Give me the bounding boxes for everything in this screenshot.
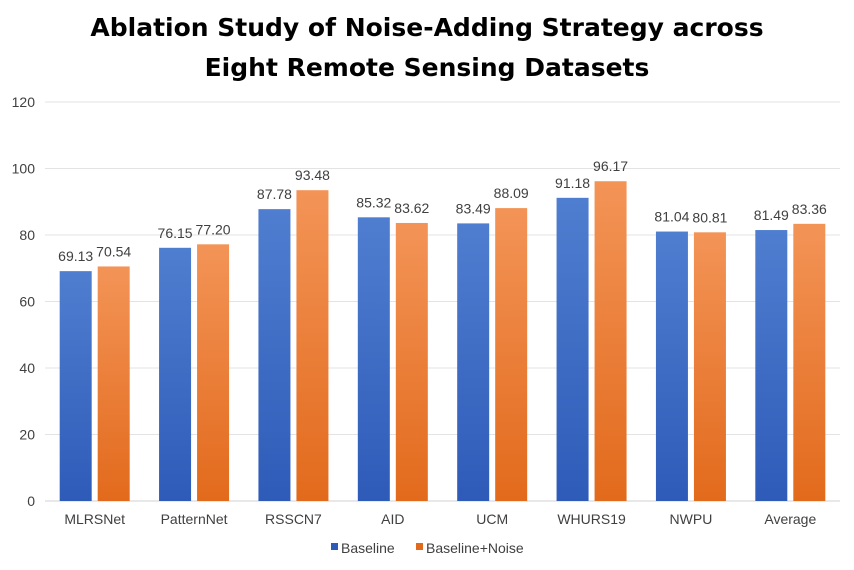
bar-baseline-noise-aid xyxy=(395,222,428,501)
bar-baseline-noise-ucm xyxy=(495,208,528,501)
bar-baseline-noise-mlrsnet xyxy=(97,266,130,501)
data-label: 69.13 xyxy=(58,248,93,264)
legend-swatch-baseline-noise xyxy=(416,543,423,550)
legend-swatch-baseline xyxy=(331,543,338,550)
x-tick-label: RSSCN7 xyxy=(265,511,322,527)
x-tick-label: MLRSNet xyxy=(64,511,125,527)
bars xyxy=(59,181,826,502)
data-label: 76.15 xyxy=(158,225,193,241)
y-tick-label: 120 xyxy=(12,94,36,110)
y-tick-label: 0 xyxy=(27,493,35,509)
bar-baseline-patternnet xyxy=(159,247,192,501)
legend: Baseline Baseline+Noise xyxy=(331,540,524,556)
bar-baseline-noise-whurs19 xyxy=(594,181,627,502)
bar-baseline-noise-average xyxy=(793,223,826,501)
legend-label-baseline: Baseline xyxy=(341,540,395,556)
data-label: 80.81 xyxy=(692,209,727,225)
y-tick-label: 80 xyxy=(19,227,35,243)
chart-title: Ablation Study of Noise-Adding Strategy … xyxy=(0,8,854,88)
x-tick-label: UCM xyxy=(476,511,508,527)
data-label: 87.78 xyxy=(257,186,292,202)
bar-baseline-nwpu xyxy=(655,231,688,502)
x-tick-label: NWPU xyxy=(670,511,713,527)
data-label: 77.20 xyxy=(196,221,231,237)
data-label: 96.17 xyxy=(593,158,628,174)
legend-label-baseline-noise: Baseline+Noise xyxy=(426,540,524,556)
bar-baseline-noise-rsscn7 xyxy=(296,190,329,501)
y-tick-label: 40 xyxy=(19,360,35,376)
data-label: 85.32 xyxy=(356,194,391,210)
y-tick-label: 100 xyxy=(12,161,36,177)
data-label: 88.09 xyxy=(494,185,529,201)
data-label: 91.18 xyxy=(555,175,590,191)
x-tick-label: WHURS19 xyxy=(557,511,626,527)
bar-baseline-average xyxy=(755,230,788,501)
chart-title-line-2: Eight Remote Sensing Datasets xyxy=(204,53,650,82)
bar-baseline-noise-patternnet xyxy=(197,244,230,501)
data-label: 81.04 xyxy=(654,209,689,225)
data-label: 83.62 xyxy=(394,200,429,216)
y-tick-label: 60 xyxy=(19,294,35,310)
x-axis-categories: MLRSNet PatternNet RSSCN7 AID UCM WHURS19 NWPU… xyxy=(64,511,816,527)
bar-baseline-noise-nwpu xyxy=(693,232,726,501)
data-label: 93.48 xyxy=(295,167,330,183)
data-label: 70.54 xyxy=(96,243,131,259)
data-label: 83.36 xyxy=(792,201,827,217)
y-tick-label: 20 xyxy=(19,427,35,443)
bar-baseline-ucm xyxy=(457,223,490,501)
bar-baseline-whurs19 xyxy=(556,197,589,501)
chart-title-line-1: Ablation Study of Noise-Adding Strategy … xyxy=(90,13,764,42)
x-tick-label: AID xyxy=(381,511,404,527)
bar-baseline-aid xyxy=(357,217,390,501)
y-axis-ticks: 0 20 40 60 80 100 120 xyxy=(12,94,36,509)
bar-baseline-rsscn7 xyxy=(258,209,291,501)
bar-baseline-mlrsnet xyxy=(59,271,92,501)
x-tick-label: Average xyxy=(764,511,816,527)
x-tick-label: PatternNet xyxy=(161,511,228,527)
data-label: 83.49 xyxy=(456,200,491,216)
data-label: 81.49 xyxy=(754,207,789,223)
